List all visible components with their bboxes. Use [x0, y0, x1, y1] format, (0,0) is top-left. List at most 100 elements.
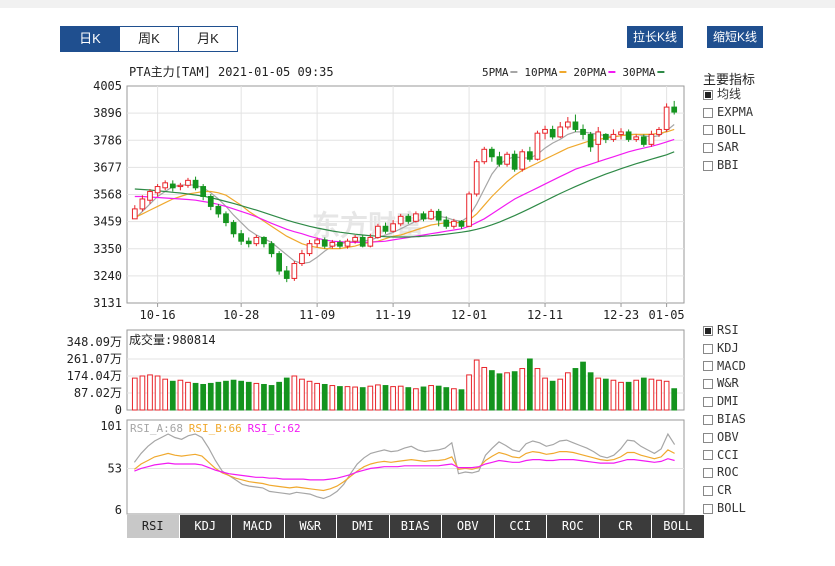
checkbox-icon[interactable] [703, 468, 713, 479]
sub-indicator-rsi[interactable]: RSI [703, 322, 746, 340]
candle-body [451, 220, 457, 227]
candle-body [261, 236, 267, 245]
checkbox-icon[interactable] [703, 486, 713, 497]
tab-kdj[interactable]: KDJ [179, 515, 231, 538]
main-indicator-bbi[interactable]: BBI [703, 157, 753, 175]
y-tick-label: 3459 [93, 215, 122, 229]
volume-bar [329, 385, 336, 411]
checkbox-icon[interactable] [703, 503, 713, 514]
checkbox-icon[interactable] [703, 432, 713, 443]
y-tick-label: 3568 [93, 188, 122, 202]
candle-body [352, 236, 358, 242]
volume-bar [276, 381, 283, 411]
checkbox-icon[interactable] [703, 325, 713, 336]
tab-weekly-k[interactable]: 周K [120, 27, 179, 51]
sub-indicator-bias[interactable]: BIAS [703, 411, 746, 429]
checkbox-icon[interactable] [703, 143, 713, 154]
volume-bar [321, 383, 328, 411]
candle [663, 103, 670, 132]
indicator-label: W&R [717, 376, 739, 391]
sub-indicator-cci[interactable]: CCI [703, 447, 746, 465]
checkbox-icon[interactable] [703, 397, 713, 408]
sub-indicator-dmi[interactable]: DMI [703, 393, 746, 411]
y-tick-label: 4005 [93, 79, 122, 93]
checkbox-icon[interactable] [703, 89, 713, 100]
indicator-label: CR [717, 483, 732, 498]
tab-cr[interactable]: CR [599, 515, 651, 538]
candle-body [131, 208, 138, 220]
tab-bias[interactable]: BIAS [389, 515, 441, 538]
y-tick-label: 3350 [93, 242, 122, 256]
volume-bar [435, 385, 442, 411]
volume-y-tick-label: 261.07万 [67, 352, 122, 366]
volume-bar [238, 380, 245, 411]
candle-body [321, 239, 328, 247]
candle [359, 234, 366, 248]
candle [443, 216, 450, 229]
sub-indicator-kdj[interactable]: KDJ [703, 340, 746, 358]
top-strip [0, 0, 835, 8]
main-indicator-[interactable]: 均线 [703, 86, 753, 104]
volume-bar [367, 385, 374, 411]
candle-body [580, 128, 586, 135]
main-indicator-boll[interactable]: BOLL [703, 122, 753, 140]
indicator-tabs: RSI KDJ MACD W&R DMI BIAS OBV CCI ROC CR BOLL [127, 515, 705, 538]
tab-monthly-k[interactable]: 月K [179, 27, 237, 51]
stretch-k-button[interactable]: 拉长K线 [627, 26, 684, 48]
candle-body [405, 215, 412, 222]
candle-body [625, 131, 632, 140]
tab-w-r[interactable]: W&R [284, 515, 336, 538]
checkbox-icon[interactable] [703, 379, 713, 390]
volume-bar [162, 378, 169, 411]
y-tick-label: 3896 [93, 106, 122, 120]
tab-roc[interactable]: ROC [547, 515, 599, 538]
main-indicator-expma[interactable]: EXPMA [703, 104, 753, 122]
candle-body [542, 128, 548, 134]
checkbox-icon[interactable] [703, 361, 713, 372]
sub-indicator-w-r[interactable]: W&R [703, 375, 746, 393]
candle-body [268, 243, 275, 255]
candle-body [147, 191, 153, 201]
candle-body [299, 253, 305, 265]
candle [397, 213, 404, 227]
volume-bar [519, 368, 526, 411]
candle-body [223, 213, 229, 224]
candle-body [207, 195, 214, 207]
candle-body [177, 184, 184, 188]
volume-bar [542, 377, 548, 411]
tab-macd[interactable]: MACD [232, 515, 284, 538]
checkbox-icon[interactable] [703, 343, 713, 354]
candle [405, 213, 412, 224]
main-indicator-list: 均线 EXPMA BOLL SAR BBI [703, 86, 753, 175]
sub-indicator-roc[interactable]: ROC [703, 464, 746, 482]
indicator-label: EXPMA [717, 104, 754, 119]
tab-cci[interactable]: CCI [494, 515, 546, 538]
tab-daily-k[interactable]: 日K [61, 27, 120, 51]
checkbox-icon[interactable] [703, 161, 713, 172]
volume-bar [390, 386, 396, 411]
checkbox-icon[interactable] [703, 107, 713, 118]
volume-bar [253, 382, 260, 411]
volume-bar [572, 368, 579, 411]
tab-obv[interactable]: OBV [442, 515, 494, 538]
sub-indicator-cr[interactable]: CR [703, 482, 746, 500]
ma-legend-label: 30PMA [622, 66, 655, 79]
candle-body [618, 131, 624, 135]
candle-body [420, 213, 427, 220]
main-indicator-title: 主要指标 [703, 72, 756, 87]
sub-indicator-macd[interactable]: MACD [703, 358, 746, 376]
sub-indicator-boll[interactable]: BOLL [703, 500, 746, 518]
checkbox-icon[interactable] [703, 414, 713, 425]
shorten-k-button[interactable]: 缩短K线 [707, 26, 764, 48]
checkbox-icon[interactable] [703, 450, 713, 461]
volume-bar [451, 388, 457, 411]
volume-bar [268, 385, 275, 411]
candle-body [382, 225, 389, 232]
checkbox-icon[interactable] [703, 125, 713, 136]
sub-indicator-obv[interactable]: OBV [703, 429, 746, 447]
tab-boll[interactable]: BOLL [652, 515, 704, 538]
tab-rsi[interactable]: RSI [127, 515, 179, 538]
tab-dmi[interactable]: DMI [337, 515, 389, 538]
rsi-line-rsi_b [134, 449, 675, 492]
main-indicator-sar[interactable]: SAR [703, 139, 753, 157]
